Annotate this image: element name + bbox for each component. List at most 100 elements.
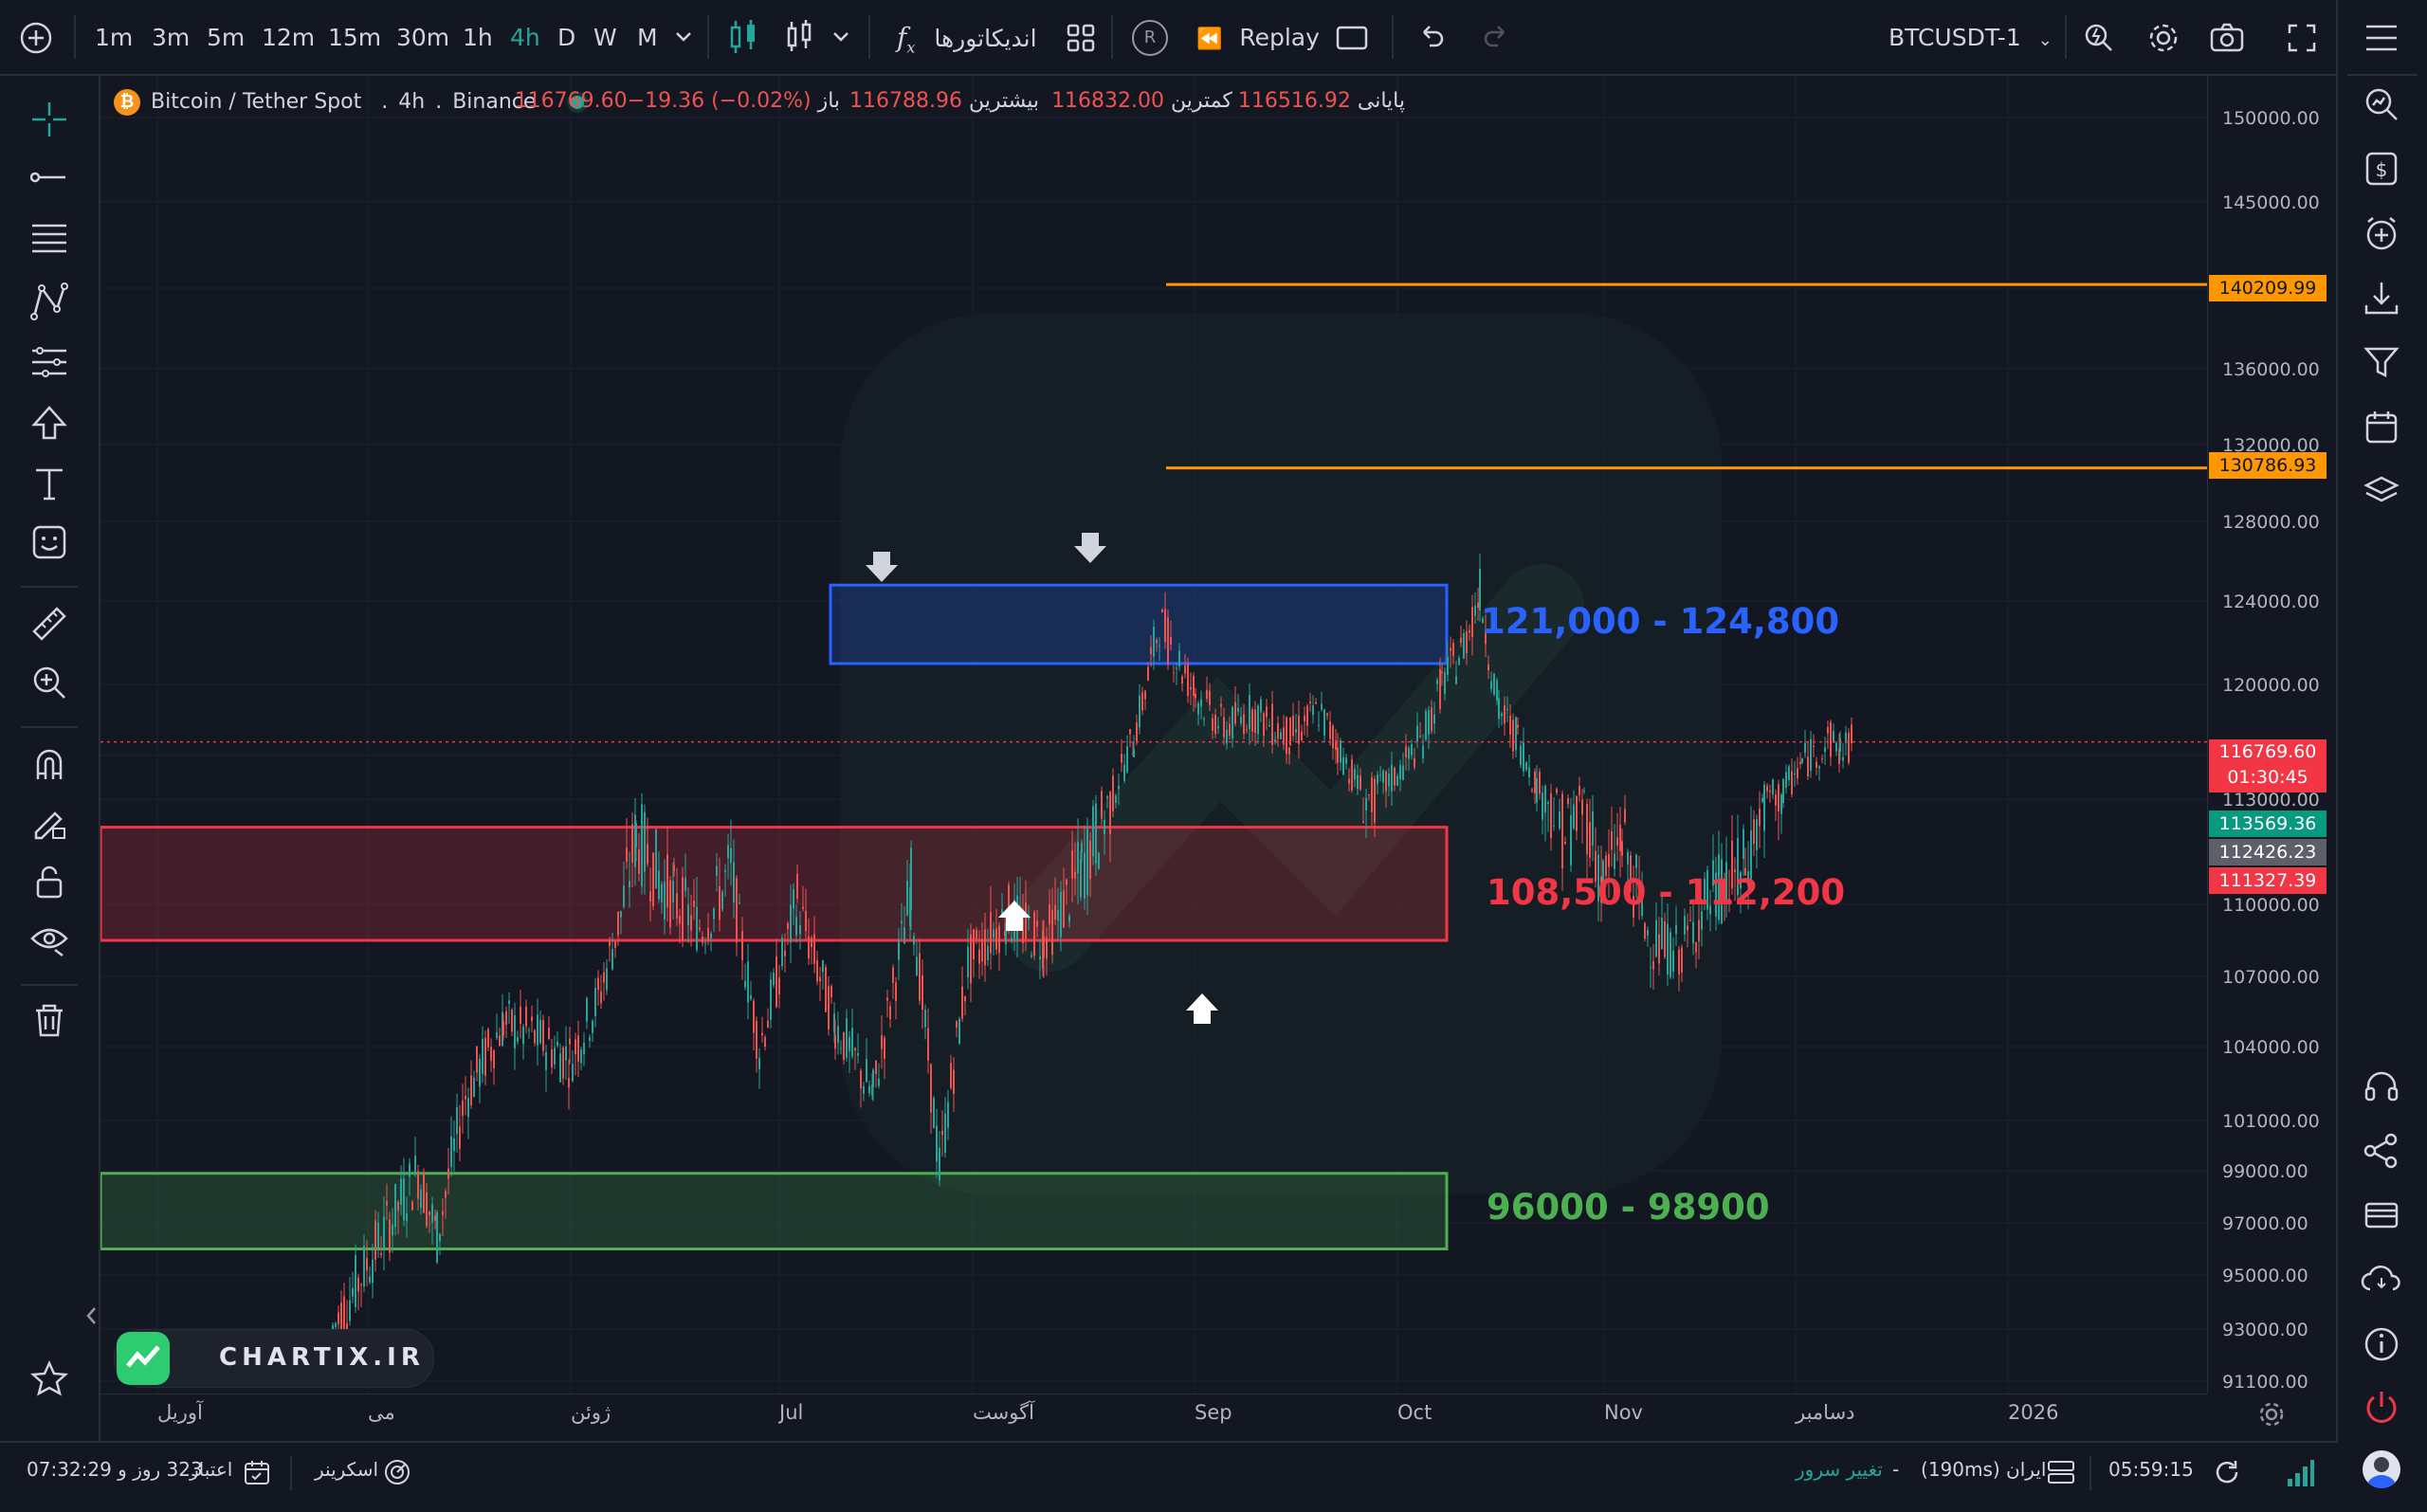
share-icon[interactable] <box>2363 1132 2400 1170</box>
arrow-up-marker[interactable] <box>998 901 1031 931</box>
redo-icon[interactable] <box>1481 23 1511 53</box>
candle-body <box>727 845 729 859</box>
bar-style-icon[interactable] <box>783 19 817 55</box>
mid-price-tag: 112426.23 <box>2209 839 2327 865</box>
timeframe-w[interactable]: W <box>593 24 617 51</box>
rectangle-icon[interactable] <box>1335 23 1369 53</box>
menu-icon[interactable] <box>2363 21 2400 55</box>
settings-gear-icon[interactable] <box>2146 21 2181 55</box>
axis-settings-icon[interactable] <box>2256 1399 2287 1430</box>
fib-levels-icon[interactable] <box>28 220 70 258</box>
timeframe-1m[interactable]: 1m <box>95 24 134 51</box>
download-icon[interactable] <box>2363 279 2400 317</box>
layers-icon[interactable] <box>2363 472 2400 510</box>
candle-body <box>374 1220 376 1261</box>
calendar-check-icon[interactable] <box>243 1458 271 1486</box>
candle-body <box>704 942 706 944</box>
arrow-down-marker[interactable] <box>866 552 898 582</box>
candle-body <box>349 1300 351 1321</box>
candle-body <box>377 1222 379 1248</box>
trend-line-icon[interactable] <box>30 163 68 191</box>
support-zone[interactable] <box>100 826 1449 942</box>
screener-label[interactable]: اسکرینر <box>315 1458 379 1481</box>
candle-body <box>1450 647 1451 651</box>
legend-symbol-name[interactable]: Bitcoin / Tether Spot <box>151 90 362 114</box>
timeframe-3m[interactable]: 3m <box>152 24 191 51</box>
candle-body <box>1234 701 1236 724</box>
candle-body <box>1348 778 1350 784</box>
candle-body <box>1136 722 1138 741</box>
chart-search-icon[interactable] <box>2363 85 2400 123</box>
favorites-star-icon[interactable] <box>30 1359 68 1397</box>
chevron-down-icon[interactable] <box>830 28 851 46</box>
chart-pane[interactable] <box>100 76 2207 1394</box>
candle-body <box>1547 802 1549 805</box>
timeframe-d[interactable]: D <box>557 24 576 51</box>
eye-icon[interactable] <box>28 921 70 959</box>
candle-body <box>843 1031 845 1060</box>
candle-body <box>1159 645 1160 647</box>
trash-icon[interactable] <box>30 1001 68 1039</box>
projection-icon[interactable] <box>28 343 70 381</box>
candle-body <box>1274 739 1276 743</box>
candle-body <box>1573 804 1575 829</box>
lock-icon[interactable] <box>30 863 68 901</box>
radar-icon[interactable] <box>383 1458 411 1486</box>
arrow-up-marker[interactable] <box>1186 993 1218 1024</box>
toolbar-divider <box>2065 15 2067 59</box>
collapse-chevron-icon[interactable] <box>85 1304 99 1327</box>
resistance-zone[interactable] <box>829 583 1449 665</box>
candles-chart-icon[interactable] <box>726 19 760 55</box>
candle-body <box>822 960 824 973</box>
candle-body <box>1289 717 1291 745</box>
replay-badge[interactable]: R <box>1132 20 1168 56</box>
timeframe-12m[interactable]: 12m <box>262 24 316 51</box>
time-axis[interactable] <box>100 1394 2207 1442</box>
payment-card-icon[interactable] <box>2363 1196 2400 1234</box>
cloud-sync-icon[interactable] <box>2361 1261 2402 1299</box>
chevron-down-icon[interactable] <box>673 28 694 46</box>
arrow-up-tool-icon[interactable] <box>30 404 68 442</box>
price-axis[interactable] <box>2207 76 2337 1394</box>
arrow-down-marker[interactable] <box>1074 533 1106 563</box>
sticker-icon[interactable] <box>30 523 68 561</box>
undo-icon[interactable] <box>1416 23 1447 53</box>
timeframe-m[interactable]: M <box>637 24 658 51</box>
layout-grid-icon[interactable] <box>1066 23 1096 53</box>
demand-zone[interactable] <box>100 1172 1449 1250</box>
calendar-icon[interactable] <box>2363 408 2400 446</box>
indicators-button[interactable]: fx اندیکاتورها <box>897 19 1037 57</box>
screener-filter-icon[interactable] <box>2363 343 2400 381</box>
support-headset-icon[interactable] <box>2363 1067 2400 1105</box>
indicators-label: اندیکاتورها <box>934 25 1037 52</box>
chart-canvas[interactable] <box>100 76 2207 1394</box>
power-icon[interactable] <box>2363 1388 2400 1426</box>
magnet-icon[interactable] <box>30 745 68 783</box>
text-tool-icon[interactable] <box>30 465 68 502</box>
change-server-link[interactable]: تغییر سرور <box>1796 1458 1883 1481</box>
candle-body <box>790 904 792 943</box>
timeframe-4h[interactable]: 4h <box>510 24 540 51</box>
zoom-in-icon[interactable] <box>30 664 68 701</box>
refresh-icon[interactable] <box>2213 1458 2241 1486</box>
pencil-lock-icon[interactable] <box>30 804 68 842</box>
timeframe-1h[interactable]: 1h <box>463 24 493 51</box>
replay-button[interactable]: ⏪ Replay <box>1196 19 1320 57</box>
camera-icon[interactable] <box>2209 21 2245 55</box>
dollar-icon[interactable]: $ <box>2363 150 2400 188</box>
crosshair-icon[interactable] <box>28 99 70 140</box>
pattern-icon[interactable] <box>28 281 70 322</box>
add-icon[interactable] <box>19 21 53 55</box>
candle-body <box>1271 703 1273 746</box>
user-avatar[interactable] <box>2363 1450 2400 1488</box>
info-icon[interactable] <box>2363 1325 2400 1363</box>
symbol-selector[interactable]: BTCUSDT-1 ⌄ <box>1889 19 2053 57</box>
fullscreen-icon[interactable] <box>2287 23 2317 53</box>
timeframe-5m[interactable]: 5m <box>207 24 246 51</box>
quick-search-icon[interactable] <box>2082 21 2116 55</box>
alert-clock-icon[interactable] <box>2363 214 2400 252</box>
toolbar-divider <box>707 15 709 59</box>
timeframe-30m[interactable]: 30m <box>396 24 450 51</box>
timeframe-15m[interactable]: 15m <box>328 24 382 51</box>
ruler-icon[interactable] <box>30 605 68 643</box>
